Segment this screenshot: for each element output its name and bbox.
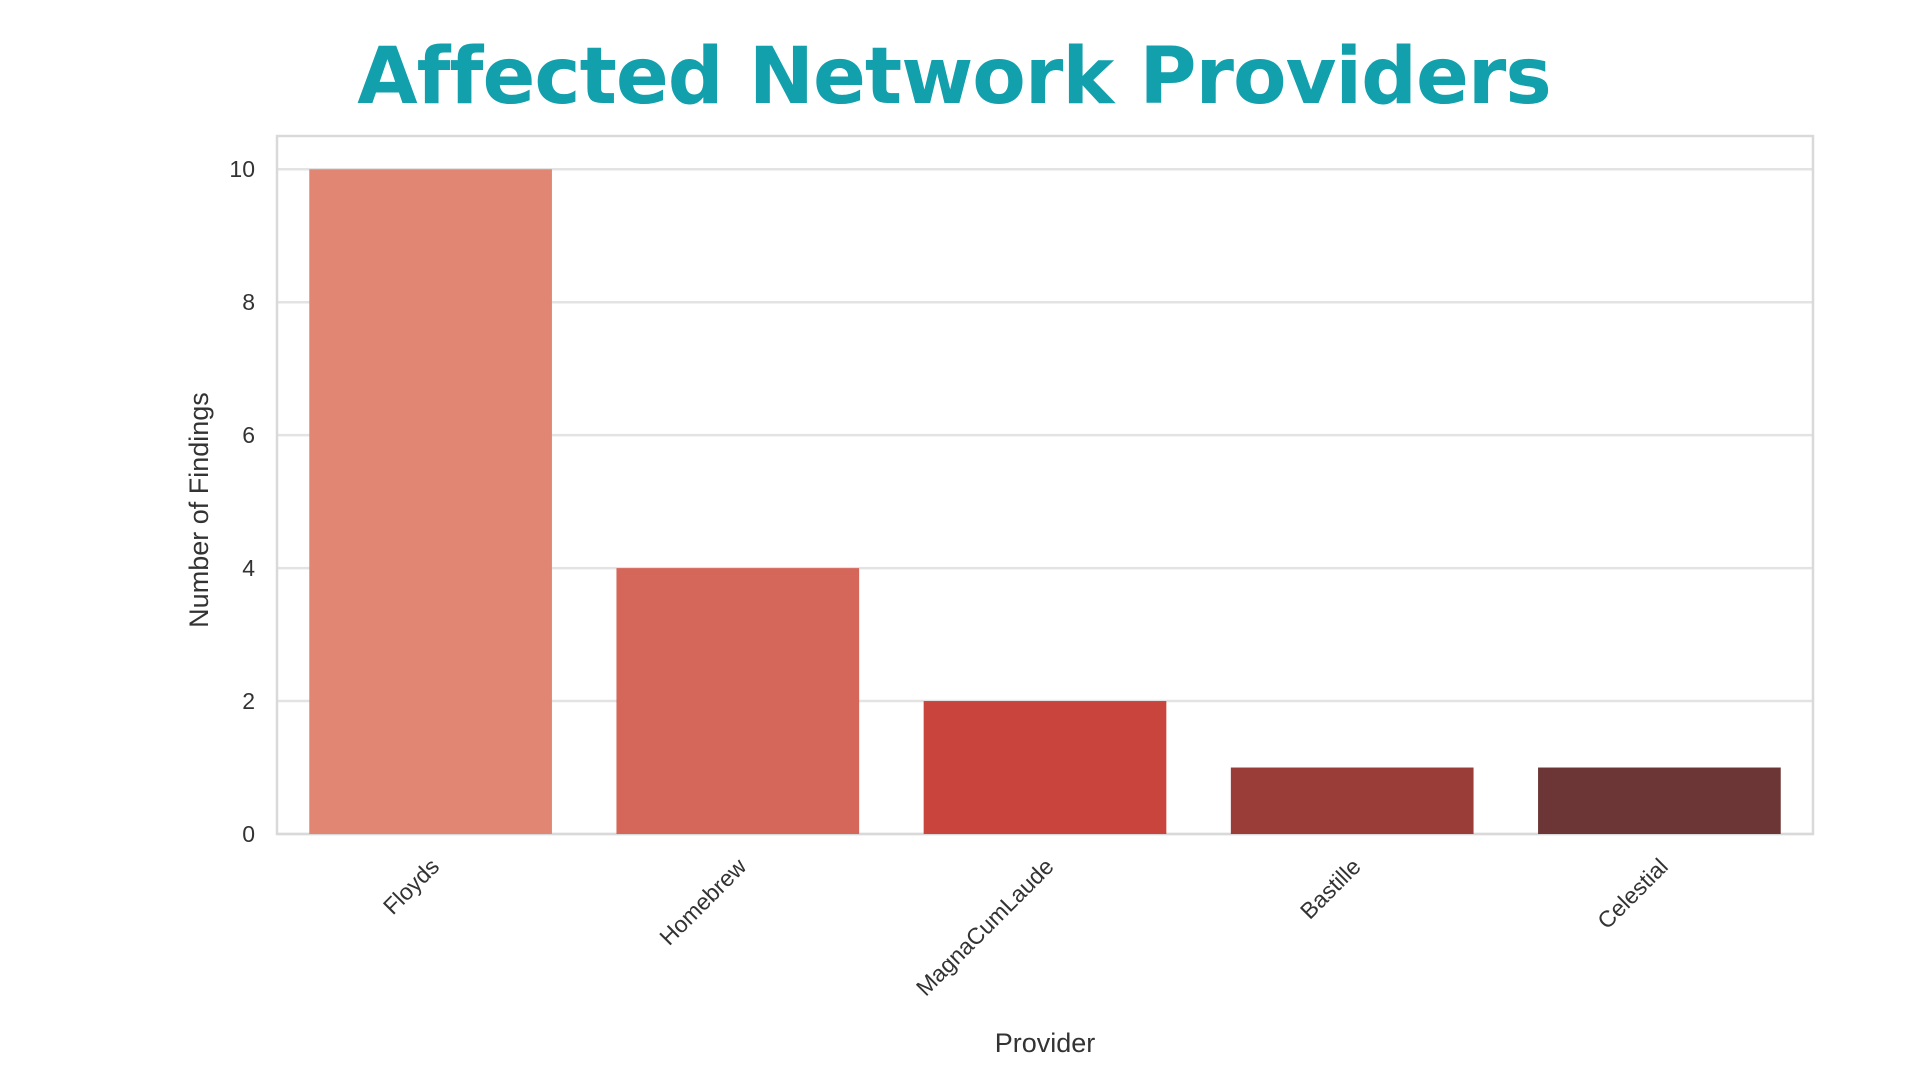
- x-tick-label-bastille: Bastille: [1295, 853, 1366, 924]
- page-title-text: Affected Network Providers: [357, 32, 1552, 122]
- bar-bastille: [1230, 767, 1474, 834]
- y-tick-label: 2: [242, 688, 255, 714]
- x-axis-title: Provider: [995, 1028, 1096, 1058]
- x-tick-label-celestial: Celestial: [1592, 853, 1673, 934]
- bar-floyds: [309, 169, 552, 834]
- y-tick-label: 0: [242, 821, 255, 847]
- bar-magnacumlaude: [923, 701, 1167, 834]
- y-tick-labels: 0 2 4 6 8 10: [229, 156, 255, 847]
- y-tick-label: 6: [242, 422, 255, 448]
- y-tick-label: 4: [242, 555, 255, 581]
- y-tick-label: 10: [229, 156, 255, 182]
- x-tick-label-magnacumlaude: MagnaCumLaude: [911, 853, 1059, 1001]
- y-tick-label: 8: [242, 289, 255, 315]
- x-tick-label-homebrew: Homebrew: [654, 853, 751, 950]
- page-title: Affected Network Providers: [0, 38, 1920, 116]
- x-tick-label-floyds: Floyds: [378, 853, 444, 919]
- x-tick-labels: Floyds Homebrew MagnaCumLaude Bastille Celes…: [378, 853, 1673, 1001]
- bar-celestial: [1538, 767, 1781, 834]
- bar-homebrew: [616, 568, 860, 834]
- bars: [309, 169, 1781, 834]
- y-axis-title: Number of Findings: [184, 392, 214, 628]
